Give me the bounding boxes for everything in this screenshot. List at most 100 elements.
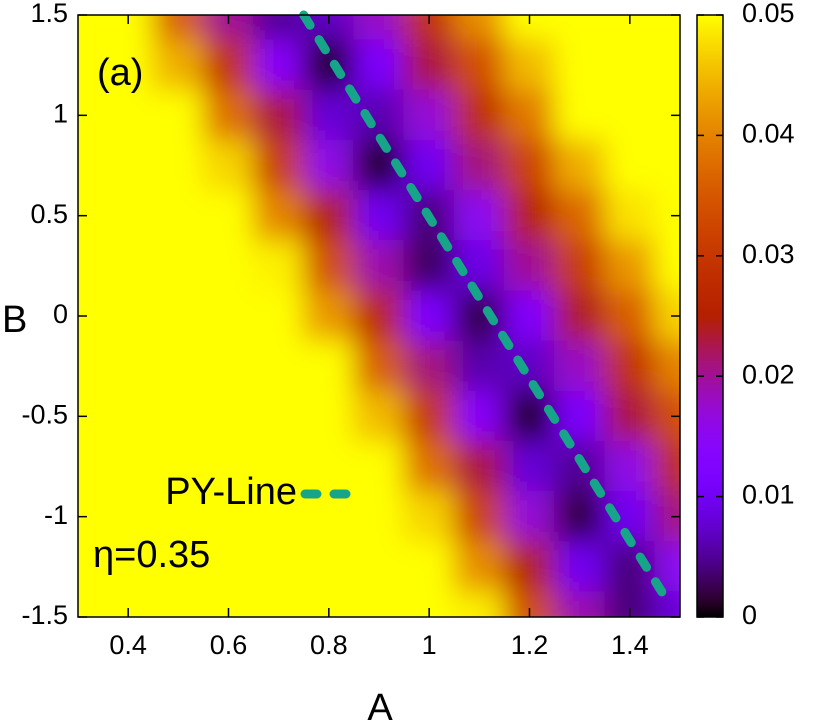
heatmap-cell	[253, 591, 305, 617]
heatmap-cell	[403, 39, 455, 91]
heatmap-cell	[303, 89, 355, 141]
heatmap-cell	[102, 390, 154, 442]
heatmap-cell	[453, 591, 505, 617]
heatmap-cell	[453, 440, 505, 493]
colorbar-tick-label: 0.04	[742, 119, 795, 149]
heatmap-cell	[503, 491, 556, 543]
heatmap-cell	[453, 541, 505, 593]
heatmap-cell	[554, 541, 606, 593]
heatmap-cell	[78, 541, 104, 593]
heatmap-cell	[503, 541, 556, 593]
y-tick-label: 1.5	[30, 0, 68, 28]
heatmap-cell	[202, 89, 255, 141]
colorbar	[696, 14, 724, 618]
heatmap-cell	[303, 340, 355, 392]
heatmap-cell	[202, 190, 255, 242]
heatmap-cell	[152, 89, 204, 141]
x-axis-label: A	[367, 687, 393, 728]
heatmap-cell	[453, 190, 505, 242]
heatmap-clip	[78, 15, 680, 617]
annotation: η=0.35	[93, 534, 210, 576]
y-tick-label: 0	[53, 299, 68, 329]
y-tick-label: -0.5	[21, 399, 68, 429]
heatmap-cell	[554, 591, 606, 617]
heatmap-cell	[152, 390, 204, 442]
heatmap-cell	[554, 491, 606, 543]
heatmap-cell	[604, 390, 656, 442]
heatmap-cell	[253, 290, 305, 342]
heatmap-cell	[102, 139, 154, 192]
heatmap-cell	[353, 591, 405, 617]
heatmap-cell	[202, 491, 255, 543]
heatmap-cell	[353, 491, 405, 543]
heatmap-cell	[353, 541, 405, 593]
heatmap-cell	[152, 491, 204, 543]
heatmap-cell	[604, 290, 656, 342]
colorbar-tick-label: 0.05	[742, 0, 795, 28]
heatmap-cell	[453, 340, 505, 392]
heatmap-cell	[503, 139, 556, 192]
heatmap-cell	[554, 139, 606, 192]
heatmap-cell	[102, 290, 154, 342]
heatmap-cell	[102, 541, 154, 593]
heatmap-cell	[403, 541, 455, 593]
heatmap-cell	[353, 290, 405, 342]
heatmap-cell	[453, 491, 505, 543]
heatmap-cell	[554, 290, 606, 342]
heatmap-cell	[253, 89, 305, 141]
heatmap-cell	[303, 390, 355, 442]
heatmap-cell	[202, 139, 255, 192]
heatmap-cell	[253, 240, 305, 292]
heatmap-cell	[253, 541, 305, 593]
heatmap-cell	[78, 591, 104, 617]
heatmap-cell	[102, 240, 154, 292]
heatmap-cell	[78, 240, 104, 292]
heatmap-cell	[253, 491, 305, 543]
heatmap-cell	[654, 440, 680, 493]
legend-label: PY-Line	[165, 471, 297, 513]
heatmap-cell	[604, 139, 656, 192]
heatmap-cell	[353, 390, 405, 442]
heatmap-cell	[202, 240, 255, 292]
heatmap-cell	[453, 15, 505, 41]
heatmap-cell	[554, 15, 606, 41]
heatmap-cell	[152, 541, 204, 593]
heatmap-cell	[654, 591, 680, 617]
heatmap-cell	[604, 89, 656, 141]
heatmap-cell	[303, 240, 355, 292]
heatmap-cell	[152, 139, 204, 192]
heatmap-cell	[453, 139, 505, 192]
heatmap-cell	[403, 139, 455, 192]
x-tick-label: 1	[422, 630, 437, 660]
colorbar-tick-label: 0	[742, 600, 757, 630]
overlay	[299, 10, 670, 602]
heatmap-cell	[353, 240, 405, 292]
heatmap-cell	[152, 240, 204, 292]
heatmap-cell	[503, 240, 556, 292]
heatmap-cell	[353, 39, 405, 91]
heatmap-cell	[503, 440, 556, 493]
heatmap-cell	[503, 390, 556, 442]
heatmap-cell	[503, 190, 556, 242]
heatmap-cell	[78, 440, 104, 493]
x-tick-label: 0.8	[310, 630, 348, 660]
x-tick-label: 0.4	[109, 630, 147, 660]
heatmap-cell	[253, 15, 305, 41]
x-tick-label: 1.4	[611, 630, 649, 660]
heatmap-cell	[654, 139, 680, 192]
heatmap-cell	[654, 15, 680, 41]
heatmap-cell	[152, 39, 204, 91]
heatmap-cell	[102, 39, 154, 91]
heatmap-cell	[604, 190, 656, 242]
heatmap-cell	[303, 440, 355, 493]
heatmap-cell	[403, 89, 455, 141]
heatmap-cell	[353, 15, 405, 41]
heatmap-cell	[353, 440, 405, 493]
heatmap-cell	[503, 39, 556, 91]
heatmap-cell	[453, 39, 505, 91]
heatmap-cell	[604, 340, 656, 392]
heatmap-cell	[554, 240, 606, 292]
heatmap-cell	[202, 290, 255, 342]
heatmap-cell	[403, 440, 455, 493]
